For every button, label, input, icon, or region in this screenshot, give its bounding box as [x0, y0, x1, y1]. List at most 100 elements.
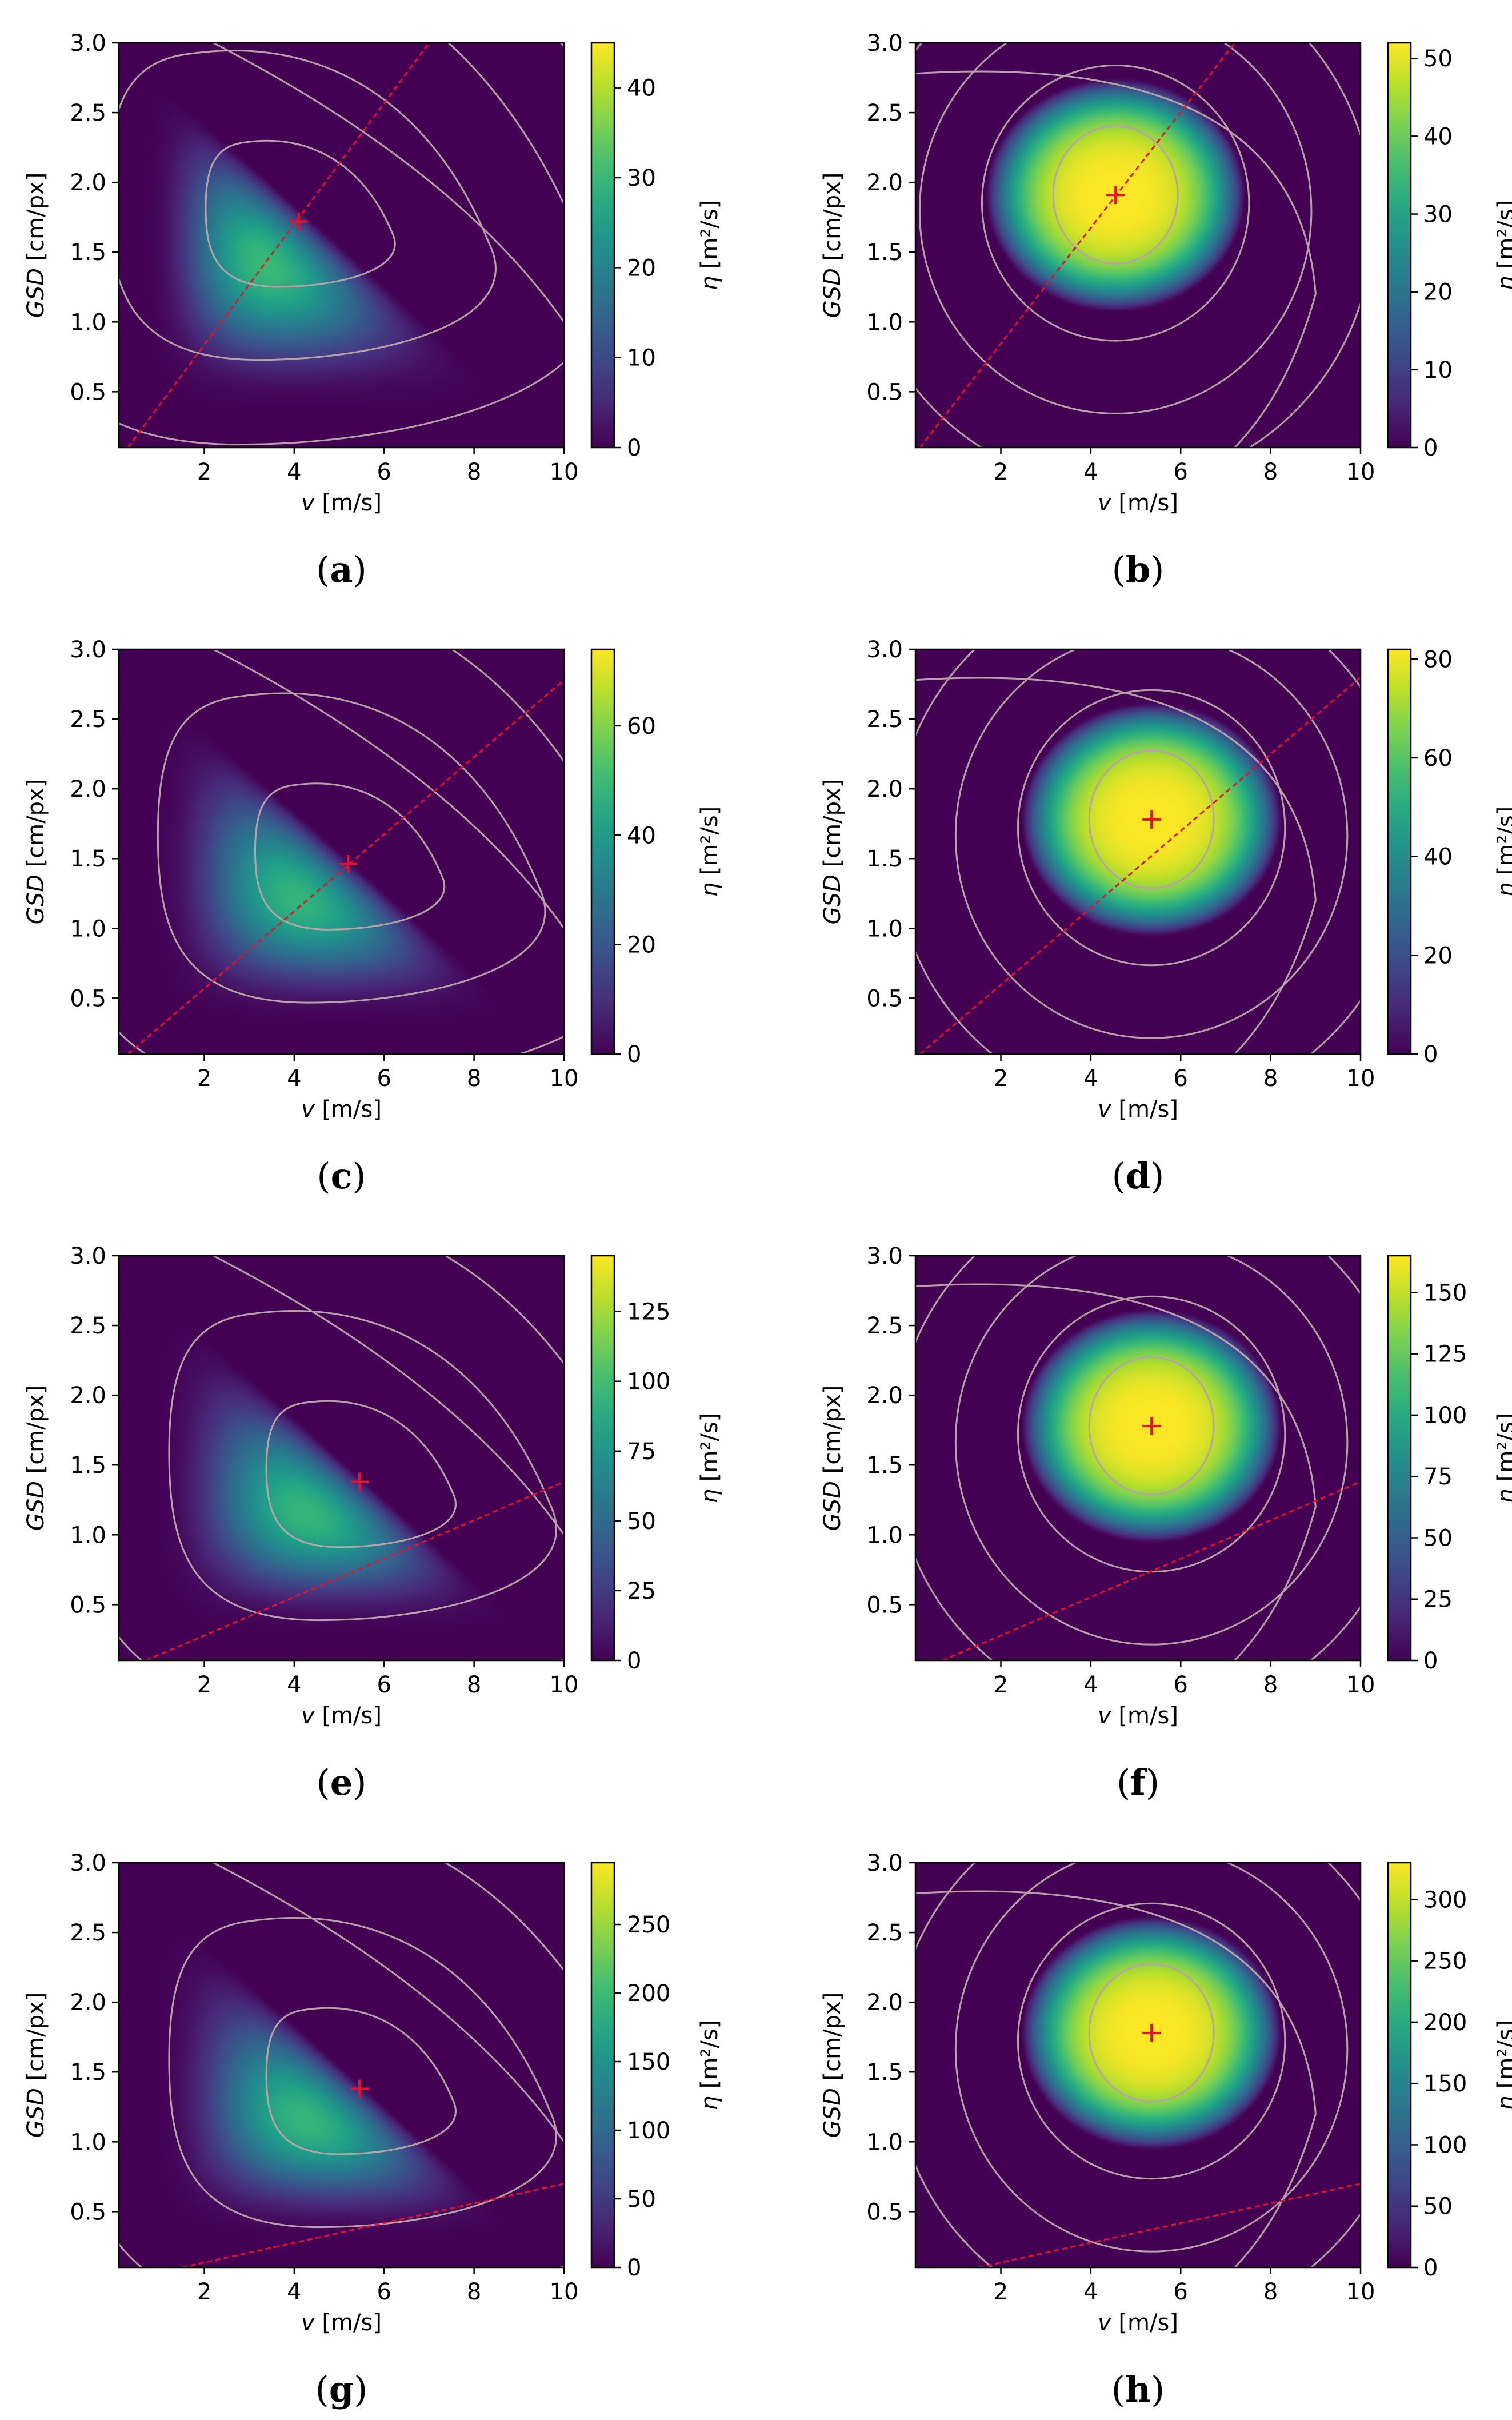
optimal-line-p4 — [145, 1481, 564, 1660]
x-axis-label-p7: v [m/s] — [1098, 2310, 1178, 2336]
x-tick-label-p2: 10 — [550, 1065, 579, 1092]
x-tick-label-p0: 8 — [467, 459, 481, 485]
contours-p0 — [119, 43, 564, 446]
axes-frame-p1 — [914, 42, 1362, 449]
y-tick-label-p2: 3.0 — [70, 637, 106, 663]
y-tick-label-p4: 3.0 — [70, 1243, 106, 1269]
x-tick-label-p6: 2 — [197, 2279, 211, 2305]
cbar-tick-label-p4: 50 — [627, 1508, 656, 1535]
y-tick-label-p2: 2.0 — [70, 776, 106, 802]
x-tick-label-p7: 6 — [1174, 2279, 1188, 2305]
y-tick-label-p0: 2.0 — [70, 170, 106, 196]
contour-p5-0 — [1088, 1356, 1215, 1496]
cbar-tick-label-p6: 100 — [627, 2118, 670, 2144]
contours-p6 — [119, 1863, 564, 2267]
panel-label-p3: (d) — [1112, 1155, 1165, 1197]
cbar-tick-label-p3: 60 — [1423, 745, 1453, 772]
cbar-tick-label-p2: 20 — [627, 932, 656, 959]
axes-frame-p0 — [118, 42, 565, 449]
cbar-tick-label-p5: 0 — [1423, 1648, 1438, 1674]
x-tick-label-p6: 10 — [550, 2279, 579, 2305]
contour-p2-1 — [157, 692, 546, 1004]
x-tick-label-p7: 2 — [994, 2279, 1008, 2305]
heatmap-p5 — [915, 1256, 1361, 1660]
y-tick-label-p5: 1.0 — [866, 1522, 903, 1548]
cbar-tick-label-p5: 25 — [1423, 1587, 1453, 1613]
x-tick-label-p3: 4 — [1083, 1065, 1098, 1092]
cbar-tick-label-p2: 60 — [627, 713, 656, 740]
panel-label-p1: (b) — [1112, 549, 1165, 590]
optimum-marker-p4 — [350, 1472, 369, 1491]
x-tick-label-p5: 2 — [994, 1672, 1008, 1698]
x-tick-label-p5: 8 — [1263, 1672, 1278, 1698]
y-tick-label-p2: 0.5 — [70, 985, 106, 1012]
cbar-tick-label-p0: 10 — [627, 345, 656, 372]
x-tick-label-p3: 2 — [994, 1065, 1008, 1092]
contour-p1-0 — [1052, 125, 1179, 265]
x-tick-label-p4: 10 — [550, 1672, 579, 1698]
optimum-marker-p3 — [1142, 810, 1161, 829]
x-tick-label-p0: 10 — [550, 459, 579, 485]
y-tick-label-p2: 1.0 — [70, 916, 106, 942]
cbar-tick-label-p5: 50 — [1423, 1525, 1453, 1551]
cbar-tick-label-p6: 150 — [627, 2049, 670, 2075]
y-tick-label-p5: 2.0 — [866, 1383, 903, 1409]
contours-p2 — [119, 649, 564, 1054]
y-tick-label-p7: 1.5 — [866, 2059, 903, 2086]
cbar-tick-label-p4: 25 — [627, 1578, 656, 1604]
optimal-line-p0 — [127, 43, 430, 448]
x-tick-label-p1: 2 — [994, 459, 1008, 485]
cbar-tick-label-p3: 40 — [1423, 844, 1453, 870]
cbar-tick-label-p0: 30 — [627, 165, 656, 191]
heatmap-p2 — [119, 649, 564, 1054]
x-tick-label-p6: 8 — [467, 2279, 481, 2305]
x-axis-label-p0: v [m/s] — [301, 490, 382, 516]
optimum-marker-p2 — [339, 854, 358, 873]
y-tick-label-p3: 2.0 — [866, 776, 903, 802]
cbar-tick-label-p4: 0 — [627, 1648, 641, 1674]
x-axis-label-p3: v [m/s] — [1098, 1096, 1178, 1123]
y-axis-label-p2: GSD [cm/px] — [23, 779, 49, 925]
colorbar-p7 — [1387, 1862, 1412, 2269]
y-tick-label-p3: 2.5 — [866, 706, 903, 733]
contour-p4-0 — [265, 1400, 457, 1548]
x-tick-label-p7: 4 — [1083, 2279, 1098, 2305]
y-tick-label-p0: 1.0 — [70, 309, 106, 336]
colorbar-label-p3: η [m²/s] — [1493, 806, 1512, 897]
cbar-tick-label-p1: 50 — [1423, 46, 1453, 72]
colorbar-p4 — [590, 1255, 615, 1662]
boundary-p5 — [915, 1283, 1317, 1660]
boundary-p0 — [213, 43, 564, 323]
optimal-line-p2 — [127, 679, 564, 1054]
colorbar-label-p2: η [m²/s] — [697, 806, 723, 897]
panel-label-p6: (g) — [315, 2369, 368, 2410]
x-tick-label-p4: 8 — [467, 1672, 481, 1698]
x-tick-label-p0: 2 — [197, 459, 211, 485]
axes-frame-p6 — [118, 1862, 565, 2269]
panel-label-p7: (h) — [1111, 2369, 1165, 2410]
y-tick-label-p5: 3.0 — [866, 1243, 903, 1269]
x-tick-label-p4: 6 — [377, 1672, 391, 1698]
optimal-line-p7 — [978, 2183, 1361, 2267]
y-tick-label-p4: 0.5 — [70, 1592, 106, 1618]
cbar-tick-label-p2: 40 — [627, 822, 656, 849]
cbar-tick-label-p7: 100 — [1423, 2132, 1467, 2158]
x-tick-label-p7: 10 — [1346, 2279, 1375, 2305]
cbar-tick-label-p6: 50 — [627, 2186, 656, 2213]
y-axis-label-p0: GSD [cm/px] — [23, 173, 49, 318]
x-tick-label-p1: 6 — [1174, 459, 1188, 485]
boundary-p6 — [213, 1863, 564, 2143]
y-axis-label-p3: GSD [cm/px] — [819, 779, 846, 925]
colorbar-p2 — [590, 648, 615, 1055]
y-tick-label-p1: 2.0 — [866, 170, 903, 196]
cbar-tick-label-p7: 0 — [1423, 2255, 1438, 2281]
panel-label-p4: (e) — [317, 1762, 367, 1803]
x-tick-label-p2: 2 — [197, 1065, 211, 1092]
contour-p7-0 — [1088, 1963, 1215, 2103]
contour-p4-1 — [168, 1310, 558, 1622]
cbar-tick-label-p4: 125 — [627, 1299, 670, 1325]
boundary-p7 — [915, 1890, 1317, 2267]
x-axis-label-p6: v [m/s] — [301, 2310, 382, 2336]
contour-p5-2 — [954, 1256, 1349, 1646]
x-axis-label-p2: v [m/s] — [301, 1096, 382, 1123]
